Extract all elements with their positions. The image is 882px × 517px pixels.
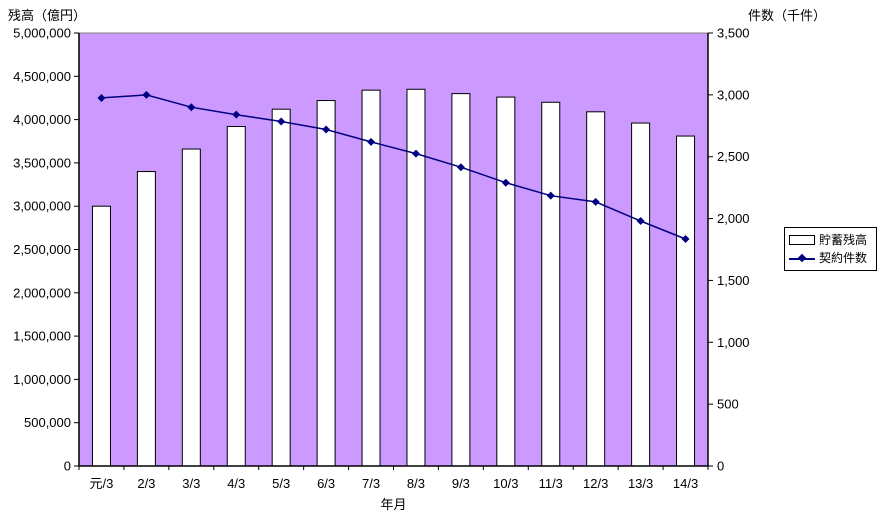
legend-entry-bar: 貯蓄残高 xyxy=(789,232,872,247)
y-right-tick-label: 1,000 xyxy=(717,335,750,350)
x-tick-label: 13/3 xyxy=(628,476,653,491)
y-right-tick-label: 2,500 xyxy=(717,149,750,164)
y-left-tick-label: 4,000,000 xyxy=(13,112,71,127)
y-left-tick-label: 2,500,000 xyxy=(13,242,71,257)
x-tick-label: 14/3 xyxy=(673,476,698,491)
x-tick-label: 10/3 xyxy=(493,476,518,491)
y-left-tick-label: 3,500,000 xyxy=(13,155,71,170)
bar xyxy=(496,96,516,467)
x-tick-label: 8/3 xyxy=(407,476,425,491)
y-left-tick-label: 2,000,000 xyxy=(13,285,71,300)
legend: 貯蓄残高 契約件数 xyxy=(784,227,877,271)
line-marker xyxy=(546,191,555,200)
bar xyxy=(541,101,561,467)
x-axis-title: 年月 xyxy=(380,497,407,512)
bar xyxy=(451,93,471,467)
bar xyxy=(181,148,201,467)
x-tick-label: 5/3 xyxy=(272,476,290,491)
bar xyxy=(316,100,336,467)
y-right-tick-label: 1,500 xyxy=(717,273,750,288)
x-tick-label: 4/3 xyxy=(227,476,245,491)
y-right-tick-label: 0 xyxy=(717,459,724,474)
y-left-tick-label: 500,000 xyxy=(24,415,71,430)
line-series xyxy=(101,94,686,240)
line-marker xyxy=(97,93,106,102)
x-tick-label: 7/3 xyxy=(362,476,380,491)
plot-area xyxy=(78,32,709,467)
x-tick-label: 6/3 xyxy=(317,476,335,491)
x-tick-label: 2/3 xyxy=(137,476,155,491)
y-right-tick-label: 3,000 xyxy=(717,87,750,102)
x-tick-label: 11/3 xyxy=(539,476,563,491)
line-marker xyxy=(456,163,465,172)
line-marker xyxy=(232,110,241,119)
line-marker xyxy=(411,149,420,158)
line-marker xyxy=(681,234,690,243)
y-left-tick-label: 3,000,000 xyxy=(13,199,71,214)
legend-entry-line: 契約件数 xyxy=(789,250,872,265)
bar xyxy=(226,126,246,467)
bar-swatch-icon xyxy=(789,235,815,245)
bar xyxy=(631,122,651,467)
line-marker xyxy=(636,217,645,226)
line-marker xyxy=(501,178,510,187)
y-right-tick-label: 500 xyxy=(717,397,739,412)
line-marker xyxy=(187,103,196,112)
line-marker xyxy=(322,125,331,134)
x-tick-label: 3/3 xyxy=(182,476,200,491)
x-tick-label: 元/3 xyxy=(90,476,114,491)
legend-line-label: 契約件数 xyxy=(819,250,868,265)
right-axis-title: 件数（千件） xyxy=(748,8,827,23)
y-left-tick-label: 0 xyxy=(64,459,71,474)
line-marker xyxy=(591,197,600,206)
y-left-tick-label: 1,000,000 xyxy=(13,372,71,387)
y-left-tick-label: 5,000,000 xyxy=(13,26,71,41)
x-tick-label: 9/3 xyxy=(452,476,470,491)
bar xyxy=(91,205,111,467)
bar xyxy=(361,89,381,467)
line-marker xyxy=(367,137,376,146)
bar xyxy=(406,88,426,467)
y-right-tick-label: 2,000 xyxy=(717,211,750,226)
y-left-tick-label: 4,500,000 xyxy=(13,69,71,84)
line-marker xyxy=(277,117,286,126)
y-right-tick-label: 3,500 xyxy=(717,26,750,41)
x-tick-label: 12/3 xyxy=(583,476,608,491)
bar xyxy=(586,111,606,467)
y-left-tick-label: 1,500,000 xyxy=(13,329,71,344)
bar xyxy=(271,108,291,467)
bar xyxy=(676,135,696,467)
legend-bar-label: 貯蓄残高 xyxy=(819,232,868,247)
bar xyxy=(136,171,156,467)
line-marker xyxy=(142,90,151,99)
line-swatch-icon xyxy=(789,253,815,263)
left-axis-title: 残高（億円） xyxy=(8,8,87,23)
